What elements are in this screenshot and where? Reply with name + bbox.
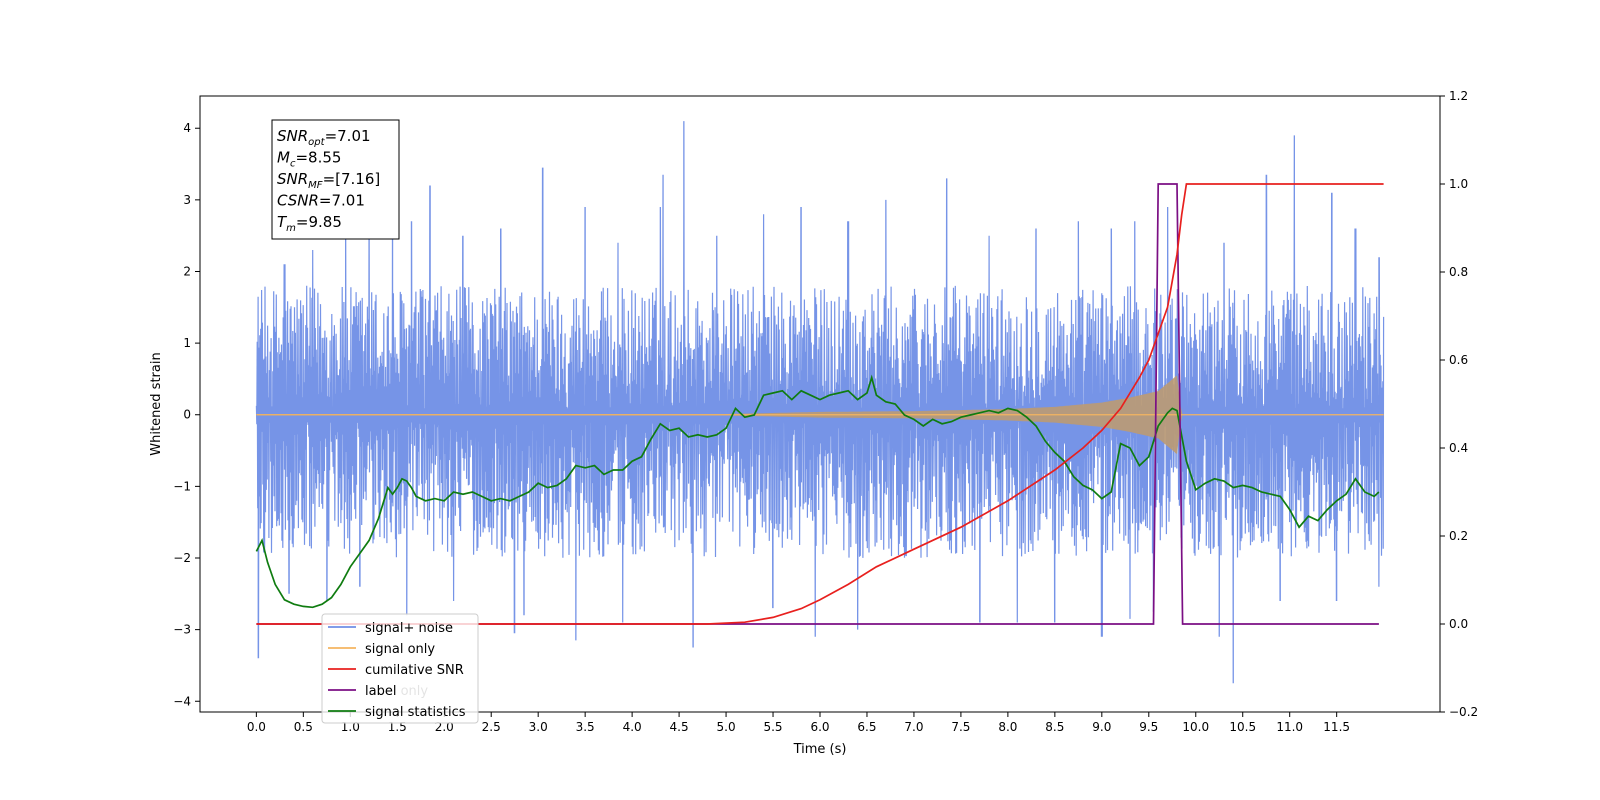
x-tick-label: 5.0 [717,720,736,734]
annotation-value: =[7.16] [323,170,381,188]
x-tick-label: 4.5 [670,720,689,734]
annotation-frame [271,119,400,240]
x-tick-label: 3.5 [576,720,595,734]
x-axis-label: Time (s) [793,742,847,757]
annotation-line: SNRopt=7.01 [277,127,371,148]
annotation-line: Mc=8.55 [277,149,341,170]
y-tick-label: −1 [173,479,191,493]
y2-tick-label: 0.4 [1449,441,1468,455]
series-layer [255,121,1385,684]
annotation-subscript: m [286,223,296,234]
y-tick-label: −3 [173,623,191,637]
annotation-value: =9.85 [296,213,342,231]
x-tick-label: 9.5 [1139,720,1158,734]
y-tick-label: −2 [173,551,191,565]
x-tick-label: 8.0 [998,720,1017,734]
annotation-subscript: MF [308,180,323,191]
annotation-subscript: opt [308,137,325,148]
y2-tick-label: 0.8 [1449,265,1468,279]
y2-tick-label: 0.2 [1449,529,1468,543]
annotation-symbol: T [277,213,288,231]
annotation-symbol: M [277,149,290,167]
y-tick-label: 0 [183,408,191,422]
x-tick-label: 0.0 [247,720,266,734]
x-tick-label: 7.5 [951,720,970,734]
y2-tick-label: 1.0 [1449,177,1468,191]
legend-entry: signal only [365,642,435,657]
y2-tick-label: 1.2 [1449,89,1468,103]
series-signal-noise [255,121,1385,684]
y-tick-label: −4 [173,694,191,708]
annotation-symbol: CSNR [277,192,319,210]
y-tick-label: 4 [183,121,191,135]
x-tick-label: 11.5 [1323,720,1350,734]
y2-tick-label: 0.6 [1449,353,1468,367]
annotation-line: SNRMF=[7.16] [277,170,380,191]
x-tick-label: 0.5 [294,720,313,734]
legend-frame [321,613,479,724]
x-tick-label: 6.5 [857,720,876,734]
annotation-symbol: SNR [277,170,308,188]
y-tick-label: 2 [183,264,191,278]
x-tick-label: 6.0 [810,720,829,734]
legend-entry: signal+ noise [365,621,453,636]
annotation-symbol: SNR [277,127,308,145]
x-tick-label: 2.5 [482,720,501,734]
x-tick-label: 7.0 [904,720,923,734]
legend-entry: cumilative SNR [365,663,464,678]
annotation-value: =7.01 [319,192,365,210]
y-axis-label: Whitened strain [149,352,164,455]
annotation-subscript: c [290,159,296,170]
x-tick-label: 8.5 [1045,720,1064,734]
y2-tick-label: 0.0 [1449,617,1468,631]
x-tick-label: 3.0 [529,720,548,734]
y-tick-label: 1 [183,336,191,350]
annotation-box: SNRopt=7.01Mc=8.55SNRMF=[7.16]CSNR=7.01T… [271,119,400,240]
ticks-layer: 0.0 0.5 1.0 1.5 2.0 2.5 3.0 3.5 4.0 4.5 5.0 5.5 6.0 6… [173,89,1478,734]
x-tick-label: 11.0 [1276,720,1303,734]
x-tick-label: 5.5 [763,720,782,734]
series-cumulative-snr [256,183,1384,625]
legend-entry: signal statistics [365,705,466,720]
annotation-value: =7.01 [325,127,371,145]
series-label [256,183,1379,625]
x-tick-label: 4.0 [623,720,642,734]
x-tick-label: 10.5 [1229,720,1256,734]
series-signal-statistics [255,374,1380,609]
annotation-line: CSNR=7.01 [277,192,365,210]
legend-entry: label [365,684,396,699]
y2-tick-label: −0.2 [1449,705,1478,719]
x-tick-label: 9.0 [1092,720,1111,734]
annotation-value: =8.55 [295,149,341,167]
annotation-line: Tm=9.85 [277,213,342,234]
y-tick-label: 3 [183,193,191,207]
x-tick-label: 10.0 [1182,720,1209,734]
